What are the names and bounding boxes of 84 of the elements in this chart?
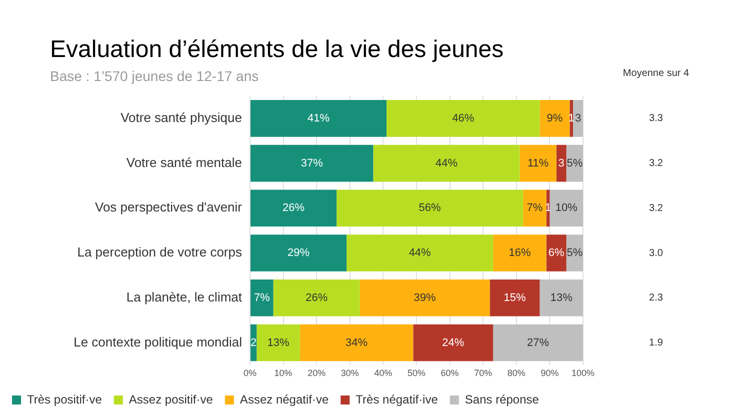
- data-label: 29%: [288, 247, 310, 260]
- data-label: 37%: [300, 157, 324, 170]
- data-label: 39%: [414, 292, 436, 304]
- data-label: 27%: [527, 336, 550, 349]
- legend-label: Assez positif·ve: [128, 392, 214, 406]
- data-label: 3: [558, 157, 564, 170]
- chart-subtitle: Base : 1’570 jeunes de 12-17 ans: [50, 68, 259, 84]
- bar: [250, 190, 337, 227]
- bar: [493, 234, 546, 272]
- legend-label: Très négatif·ive: [356, 392, 438, 406]
- data-label: 10%: [555, 202, 578, 214]
- bar: [300, 324, 414, 362]
- bar: [540, 280, 583, 316]
- x-tick-label: 20%: [308, 368, 326, 378]
- x-tick-label: 0%: [243, 368, 257, 378]
- bar: [546, 234, 566, 272]
- text: 3.3: [649, 113, 664, 124]
- bar: [250, 234, 347, 272]
- data-label: 16%: [508, 247, 531, 260]
- text: 1.9: [649, 338, 664, 349]
- bar: [273, 280, 360, 316]
- data-label: 13%: [550, 292, 573, 304]
- bar: [493, 324, 583, 362]
- y-tick-label: La planète, le climat: [126, 289, 242, 304]
- data-label: 9%: [546, 112, 563, 124]
- x-tick-label: 100%: [571, 368, 595, 378]
- legend-label: Très positif·ve: [27, 392, 102, 406]
- bar: [540, 100, 570, 137]
- bar: [250, 144, 374, 182]
- data-label: 15%: [504, 292, 526, 304]
- text: 3.2: [649, 158, 664, 170]
- data-label: 3: [574, 112, 582, 124]
- y-tick-label: Le contexte politique mondial: [74, 334, 242, 350]
- x-tick-label: 40%: [374, 368, 392, 378]
- data-label: 44%: [408, 247, 432, 260]
- data-label: 26%: [306, 292, 328, 304]
- bar: [256, 324, 300, 362]
- data-label: 13%: [267, 336, 290, 349]
- bar: [250, 280, 274, 316]
- text: 3.0: [649, 248, 664, 259]
- bar: [250, 100, 387, 137]
- bar: [520, 144, 556, 182]
- data-label: 41%: [308, 112, 330, 124]
- bar: [550, 190, 583, 227]
- x-tick-label: 50%: [407, 368, 426, 378]
- bar: [360, 280, 490, 316]
- data-label: 7%: [526, 202, 543, 214]
- data-label: 24%: [442, 336, 464, 349]
- bar: [373, 144, 520, 182]
- x-tick-label: 30%: [340, 368, 359, 378]
- data-label: 5%: [566, 157, 583, 170]
- x-tick-label: 70%: [474, 368, 492, 378]
- y-tick-label: Votre santé physique: [120, 110, 242, 126]
- data-label: 6%: [548, 247, 565, 260]
- legend-label: Sans réponse: [464, 392, 540, 406]
- text: 3.2: [649, 202, 664, 214]
- bar: [490, 280, 540, 316]
- y-tick-label: Vos perspectives d'avenir: [94, 200, 243, 215]
- x-tick-label: 60%: [440, 368, 459, 378]
- data-label: 7%: [254, 292, 270, 304]
- bar: [573, 100, 583, 137]
- bar: [556, 144, 566, 182]
- data-label: 26%: [282, 202, 305, 214]
- bar: [336, 190, 524, 227]
- bar: [413, 324, 494, 362]
- text: Moyenne sur 4: [622, 68, 690, 79]
- data-label: 44%: [435, 157, 458, 170]
- legend-label: Assez négatif·ve: [240, 392, 329, 406]
- y-tick-label: La perception de votre corps: [77, 244, 242, 260]
- data-label: 5%: [566, 247, 583, 260]
- bar: [386, 100, 540, 137]
- x-tick-label: 80%: [507, 368, 526, 378]
- bar: [346, 234, 494, 272]
- data-label: 11%: [527, 157, 549, 170]
- chart-title: Evaluation d’éléments de la vie des jeunes: [50, 36, 504, 64]
- x-tick-label: 10%: [274, 368, 292, 378]
- data-label: 46%: [452, 112, 474, 124]
- text: 2.3: [649, 292, 664, 304]
- data-label: 2: [250, 336, 257, 349]
- y-tick-label: Votre santé mentale: [126, 154, 242, 170]
- data-label: 56%: [418, 202, 442, 214]
- bar: [523, 190, 546, 227]
- x-tick-label: 90%: [540, 368, 559, 378]
- data-label: 34%: [346, 336, 368, 349]
